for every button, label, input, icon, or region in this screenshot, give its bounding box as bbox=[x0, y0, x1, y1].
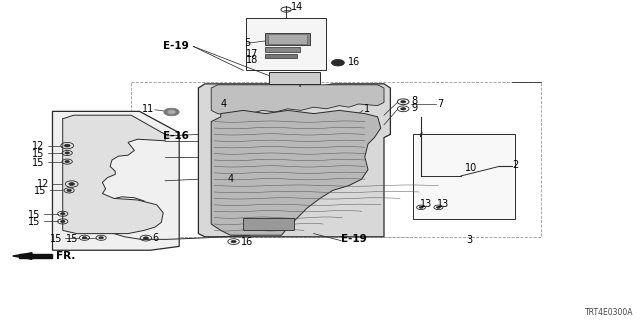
Circle shape bbox=[65, 160, 70, 163]
Circle shape bbox=[67, 189, 72, 192]
Circle shape bbox=[99, 236, 104, 239]
Polygon shape bbox=[52, 111, 179, 250]
Text: 13: 13 bbox=[420, 199, 432, 209]
Text: 15: 15 bbox=[33, 149, 45, 159]
Text: 4: 4 bbox=[296, 79, 302, 89]
Polygon shape bbox=[211, 110, 381, 235]
Polygon shape bbox=[413, 134, 515, 219]
Text: 9: 9 bbox=[412, 103, 418, 113]
Text: 11: 11 bbox=[142, 104, 154, 114]
Text: 6: 6 bbox=[152, 233, 159, 243]
Text: E-19: E-19 bbox=[163, 41, 189, 51]
Circle shape bbox=[60, 220, 65, 223]
Text: 16: 16 bbox=[348, 57, 360, 67]
Text: 5: 5 bbox=[244, 38, 250, 48]
Text: TRT4E0300A: TRT4E0300A bbox=[585, 308, 634, 317]
Polygon shape bbox=[269, 72, 320, 84]
Circle shape bbox=[143, 237, 148, 239]
Circle shape bbox=[60, 212, 65, 215]
Text: 2: 2 bbox=[512, 160, 518, 170]
Text: 14: 14 bbox=[291, 2, 303, 12]
Bar bbox=[268, 34, 307, 44]
Text: 18: 18 bbox=[246, 55, 258, 65]
Text: 12: 12 bbox=[33, 140, 45, 151]
Circle shape bbox=[419, 206, 423, 208]
Text: 15: 15 bbox=[28, 217, 40, 228]
Polygon shape bbox=[13, 253, 32, 259]
Text: 16: 16 bbox=[241, 236, 253, 247]
Text: 15: 15 bbox=[50, 234, 62, 244]
Text: 15: 15 bbox=[33, 157, 45, 168]
Polygon shape bbox=[243, 218, 294, 230]
Circle shape bbox=[436, 206, 440, 208]
Polygon shape bbox=[63, 115, 165, 234]
Text: 4: 4 bbox=[227, 174, 234, 184]
Text: 8: 8 bbox=[412, 96, 418, 106]
Text: 15: 15 bbox=[35, 186, 47, 196]
Polygon shape bbox=[198, 84, 390, 237]
Text: FR.: FR. bbox=[56, 251, 76, 261]
Polygon shape bbox=[211, 85, 384, 115]
Text: 3: 3 bbox=[466, 235, 472, 245]
Text: 7: 7 bbox=[437, 99, 444, 109]
Text: E-16: E-16 bbox=[163, 131, 189, 141]
Circle shape bbox=[401, 108, 406, 110]
Text: 1: 1 bbox=[364, 104, 370, 114]
Circle shape bbox=[82, 236, 87, 239]
Text: E-19: E-19 bbox=[341, 234, 367, 244]
Circle shape bbox=[231, 240, 236, 243]
Circle shape bbox=[401, 100, 406, 103]
Text: 12: 12 bbox=[37, 179, 49, 189]
Text: 15: 15 bbox=[28, 210, 40, 220]
Text: 10: 10 bbox=[465, 163, 477, 173]
Polygon shape bbox=[246, 18, 326, 70]
Bar bbox=[265, 47, 300, 52]
Text: 13: 13 bbox=[436, 199, 449, 209]
Bar bbox=[265, 54, 297, 58]
Text: 4: 4 bbox=[221, 99, 227, 109]
Circle shape bbox=[332, 60, 344, 66]
Circle shape bbox=[168, 110, 175, 114]
Circle shape bbox=[164, 108, 179, 116]
Text: 15: 15 bbox=[67, 234, 79, 244]
Circle shape bbox=[65, 144, 70, 147]
Circle shape bbox=[69, 182, 74, 185]
Polygon shape bbox=[19, 254, 52, 258]
Text: 17: 17 bbox=[246, 49, 258, 60]
Circle shape bbox=[65, 152, 70, 154]
Bar bbox=[265, 33, 310, 45]
